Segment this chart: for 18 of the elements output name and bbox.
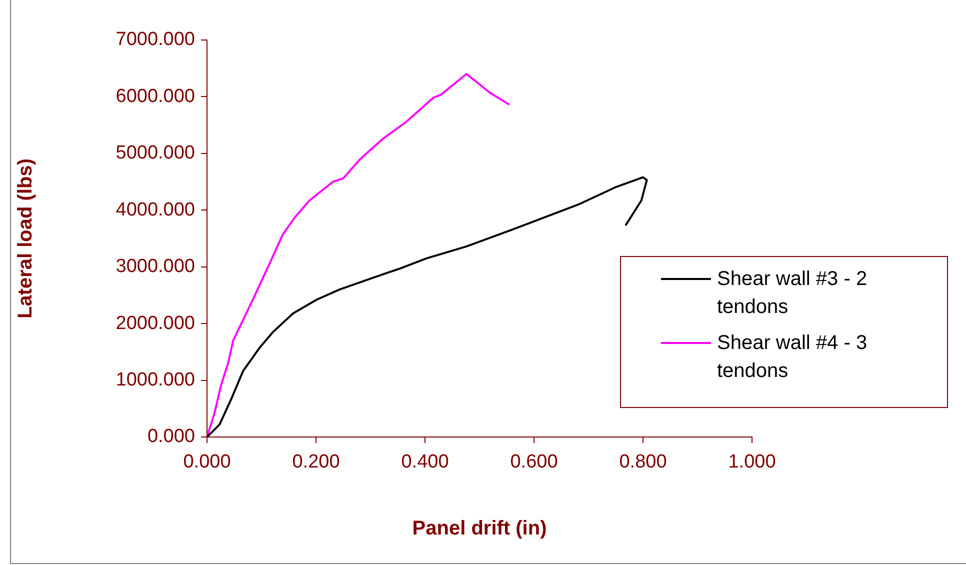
y-axis-title: Lateral load (lbs) (14, 158, 37, 319)
legend-label: Shear wall #4 - 3 tendons (717, 331, 868, 384)
x-tick-label: 0.600 (510, 452, 558, 473)
legend-label: Shear wall #3 - 2 tendons (717, 267, 868, 320)
x-tick-label: 0.800 (619, 452, 667, 473)
x-tick-label: 0.000 (183, 452, 231, 473)
x-tick-label: 0.400 (401, 452, 449, 473)
y-tick-label: 5000.000 (116, 142, 195, 164)
x-tick-label: 0.200 (292, 452, 340, 473)
y-tick-label: 3000.000 (116, 256, 195, 278)
y-tick-label: 0.000 (147, 426, 195, 448)
x-tick-label: 1.000 (728, 452, 776, 473)
y-tick-label: 4000.000 (116, 199, 195, 220)
y-tick-label: 2000.000 (116, 312, 195, 334)
y-tick-label: 7000.000 (116, 29, 195, 50)
x-axis-title: Panel drift (in) (412, 518, 547, 540)
y-tick-label: 1000.000 (116, 370, 195, 391)
y-tick-label: 6000.000 (116, 86, 195, 107)
